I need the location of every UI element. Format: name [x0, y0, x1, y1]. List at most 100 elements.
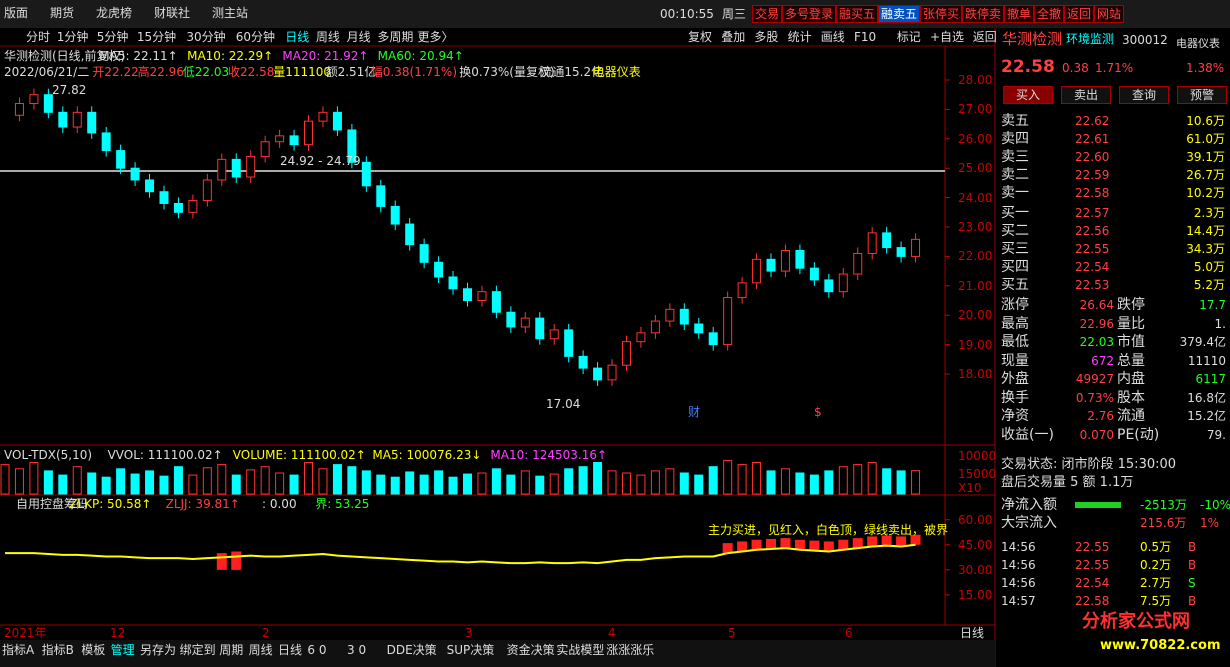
top-button[interactable]: 跌停卖 — [962, 5, 1005, 23]
quote-label: 收22.58 — [228, 65, 275, 79]
trade-button[interactable]: 买入 — [1003, 86, 1053, 104]
top-button[interactable]: 融卖五 — [878, 5, 921, 23]
bottom-tab[interactable]: 日线 — [278, 643, 303, 657]
menu-item[interactable]: 版面 — [4, 6, 29, 20]
tool-button[interactable]: 叠加 — [721, 30, 746, 44]
bottom-tab[interactable]: 6 0 — [307, 643, 327, 657]
trade-price: 22.55 — [1075, 558, 1110, 572]
tool-button[interactable]: 统计 — [787, 30, 812, 44]
trade-time: 14:56 — [1001, 576, 1036, 590]
bottom-tab[interactable]: 另存为 — [140, 643, 177, 657]
tool-button[interactable]: 标记 — [896, 30, 921, 44]
period-tab[interactable]: 周线 — [315, 30, 340, 44]
menu-item[interactable]: 期货 — [50, 6, 75, 20]
trade-time: 14:56 — [1001, 540, 1036, 554]
menu-item[interactable]: 测主站 — [212, 6, 249, 20]
stat-label: 净资 — [1001, 408, 1029, 424]
stat-value: 22.03 — [1079, 335, 1114, 349]
stat-label: 收益(一) — [1001, 426, 1054, 443]
top-button[interactable]: 交易 — [752, 5, 783, 23]
menu-item[interactable]: 财联社 — [154, 6, 191, 20]
volume-bar — [636, 474, 646, 495]
volume-bar — [217, 464, 227, 495]
stat-label: 总量 — [1117, 352, 1145, 369]
book-volume: 2.3万 — [1193, 206, 1225, 220]
period-tab[interactable]: 更多〉 — [417, 30, 454, 44]
book-price: 22.53 — [1075, 278, 1110, 292]
stat-label: 市值 — [1117, 334, 1145, 350]
top-button[interactable]: 融买五 — [836, 5, 879, 23]
top-button[interactable]: 网站 — [1094, 5, 1125, 23]
book-volume: 26.7万 — [1186, 168, 1225, 182]
book-label: 买三 — [1001, 241, 1029, 257]
candle — [578, 355, 588, 369]
menu-item[interactable]: 龙虎榜 — [96, 6, 133, 20]
bottom-tab[interactable]: 指标B — [41, 643, 74, 657]
book-price: 22.59 — [1075, 168, 1110, 182]
period-tab[interactable]: 多周期 — [377, 30, 414, 44]
volume-bar — [390, 476, 400, 495]
bottom-tab[interactable]: SUP决策 — [446, 643, 495, 657]
tool-button[interactable]: 返回 — [972, 30, 997, 44]
period-tab[interactable]: 5分钟 — [96, 30, 129, 44]
trade-button[interactable]: 查询 — [1119, 86, 1169, 104]
period-tab[interactable]: 30分钟 — [186, 30, 226, 44]
bottom-tab[interactable]: 管理 — [110, 643, 135, 657]
period-tab[interactable]: 15分钟 — [136, 30, 177, 44]
volume-bar — [911, 470, 921, 495]
candle — [882, 232, 892, 249]
price-tick-label: 28.00 — [958, 73, 993, 87]
volume-bar — [723, 459, 733, 495]
tool-button[interactable]: 复权 — [688, 30, 713, 44]
volume-bar — [737, 464, 747, 495]
candle — [463, 288, 472, 301]
period-tab[interactable]: 月线 — [346, 30, 371, 44]
quote-label: 电器仪表 — [592, 65, 641, 79]
book-label: 卖五 — [1001, 113, 1029, 129]
period-tab[interactable]: 1分钟 — [56, 30, 89, 44]
period-tab[interactable]: 分时 — [26, 30, 51, 44]
bottom-tab[interactable]: 3 0 — [347, 643, 367, 657]
bottom-tab[interactable]: 周期 — [219, 643, 244, 657]
period-tab[interactable]: 60分钟 — [235, 30, 276, 44]
top-button[interactable]: 张停买 — [920, 5, 963, 23]
volume-bar — [43, 470, 53, 495]
trade-button[interactable]: 预警 — [1177, 86, 1227, 104]
tool-button[interactable]: 多股 — [754, 30, 779, 44]
candle — [665, 308, 675, 322]
bottom-tab[interactable]: 指标A — [2, 643, 35, 657]
trade-volume: 0.2万 — [1140, 558, 1172, 572]
candle — [607, 364, 617, 381]
trade-button[interactable]: 卖出 — [1061, 86, 1111, 104]
bottom-tab[interactable]: 模板 — [81, 643, 106, 657]
price-tick-label: 22.00 — [958, 249, 993, 264]
quote-label: 幅0.38(1.71%) — [370, 65, 458, 79]
volume-bar — [419, 474, 429, 495]
tool-button[interactable]: +自选 — [930, 30, 965, 44]
candle — [549, 329, 559, 340]
top-button[interactable]: 撤单 — [1004, 5, 1035, 23]
bottom-tab[interactable]: 涨涨涨乐 — [606, 643, 655, 657]
bottom-tab[interactable]: DDE决策 — [386, 643, 437, 657]
bottom-tab[interactable]: 实战模型 — [556, 643, 605, 657]
stat-value: 0.070 — [1079, 427, 1114, 442]
top-button[interactable]: 返回 — [1064, 5, 1095, 23]
quote-label: 开22.22 — [92, 65, 139, 79]
trade-time: 14:57 — [1001, 594, 1036, 608]
vol-axis-label: 15000 — [958, 467, 997, 481]
toolbar — [0, 28, 995, 46]
quote-label: 量111100 — [273, 65, 331, 79]
bottom-tab[interactable]: 绑定到 — [179, 643, 216, 657]
top-button[interactable]: 多号登录 — [782, 5, 837, 23]
top-button[interactable]: 全撤 — [1034, 5, 1065, 23]
period-tab[interactable]: 日线 — [285, 30, 310, 44]
bottom-tab[interactable]: 周线 — [248, 643, 273, 657]
tool-button[interactable]: F10 — [854, 30, 877, 44]
bottom-tab[interactable]: 资金决策 — [506, 643, 555, 657]
volume-bar — [896, 470, 906, 495]
quote-label: 2022/06/21/二 — [4, 65, 90, 79]
stat-label: 现量 — [1001, 352, 1029, 369]
candle — [593, 367, 603, 381]
chip-bar — [794, 539, 805, 550]
tool-button[interactable]: 画线 — [820, 30, 845, 44]
